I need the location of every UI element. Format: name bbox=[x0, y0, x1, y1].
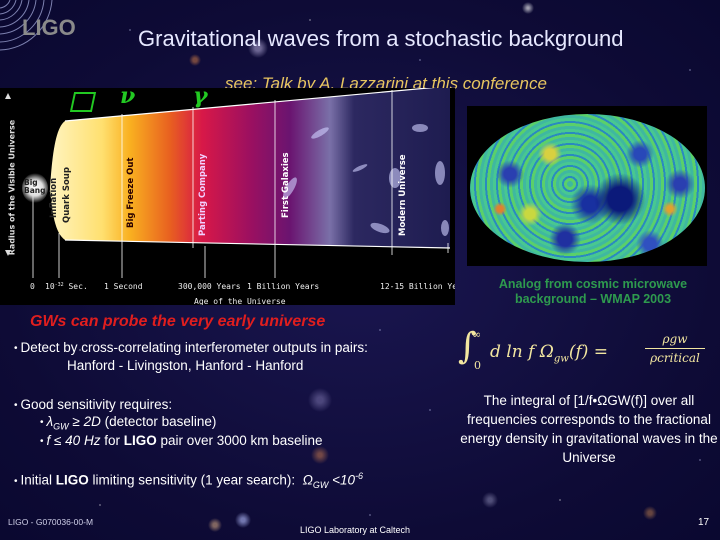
big-bang-glow bbox=[22, 173, 48, 203]
document-id: LIGO - G070036-00-M bbox=[8, 517, 94, 527]
tick-planck-exp: -32 bbox=[54, 282, 64, 288]
tick-one-second: 1 Second bbox=[104, 282, 143, 291]
horizontal-axis-label: Age of the Universe bbox=[194, 297, 286, 305]
ligo-logo: LIGO bbox=[0, 0, 90, 60]
energy-density-formula: ∫ ∞ 0 d ln f Ωgw(f) = ρgw ρcritical bbox=[458, 326, 705, 378]
tick-12-15-billion-years: 12-15 Billion Years bbox=[380, 282, 455, 291]
bullet-dot-icon: • bbox=[40, 436, 44, 447]
frequency-limit: f ≤ 40 Hz bbox=[46, 433, 101, 448]
tick-300000-years: 300,000 Years bbox=[178, 282, 241, 291]
arrow-down-icon bbox=[5, 250, 11, 256]
gw-subscript: GW bbox=[312, 480, 329, 491]
bullet-text: Detect by cross-correlating interferomet… bbox=[20, 340, 368, 355]
cmb-caption: Analog from cosmic microwave background … bbox=[478, 277, 708, 307]
logo-text: LIGO bbox=[22, 15, 76, 40]
cmb-sky-ellipse bbox=[470, 114, 705, 262]
institution-footer: LIGO Laboratory at Caltech bbox=[300, 525, 411, 535]
tick-planck-base: 10 bbox=[45, 282, 55, 291]
bullet-dot-icon: • bbox=[14, 400, 18, 411]
era-inflation: Inflation bbox=[49, 177, 59, 218]
ligo-name: LIGO bbox=[55, 472, 89, 488]
era-parting-company: Parting Company bbox=[198, 153, 208, 236]
big-bang-label: Big Bang bbox=[24, 179, 46, 195]
bullet-dot-icon: • bbox=[14, 343, 18, 354]
bullet-dot-icon: • bbox=[14, 475, 18, 487]
bullet-dot-icon: • bbox=[40, 417, 44, 428]
photon-symbol: γ bbox=[193, 88, 208, 109]
sensitivity-limit: <10 bbox=[328, 472, 356, 488]
big-bang-label-line2: Bang bbox=[24, 186, 46, 195]
integrand-main: d ln f Ω bbox=[490, 342, 554, 362]
subbullet-frequency: • f ≤ 40 Hz for LIGO pair over 3000 km ba… bbox=[40, 433, 323, 448]
ratio-numerator: ρgw bbox=[662, 332, 688, 346]
sensitivity-description: limiting sensitivity (1 year search): bbox=[88, 472, 296, 488]
ligo-name: LIGO bbox=[123, 433, 157, 448]
integral-lower-limit: 0 bbox=[474, 359, 481, 372]
bullet-sensitivity: • Good sensitivity requires: bbox=[14, 397, 172, 412]
density-ratio: ρgw ρcritical bbox=[645, 332, 705, 365]
integrand: d ln f Ωgw(f) = bbox=[490, 342, 608, 364]
arrow-up-icon bbox=[5, 93, 11, 99]
era-first-galaxies: First Galaxies bbox=[281, 152, 291, 218]
era-modern-universe: Modern Universe bbox=[398, 154, 408, 236]
integrand-subscript: gw bbox=[553, 353, 569, 365]
text-for: for bbox=[100, 433, 124, 448]
subbullet-wavelength: • λGW ≥ 2D (detector baseline) bbox=[40, 414, 216, 432]
integrand-tail: (f) = bbox=[568, 342, 609, 362]
universe-timeline-figure: Radius of the Visible Universe ν γ Big B… bbox=[0, 88, 455, 305]
sensitivity-exponent: -6 bbox=[355, 471, 364, 481]
cmb-caption-line1: Analog from cosmic microwave bbox=[498, 277, 688, 291]
bullet-initial-ligo-sensitivity: • Initial LIGO limiting sensitivity (1 ye… bbox=[14, 471, 363, 490]
ratio-denominator: ρcritical bbox=[650, 351, 700, 365]
neutrino-symbol: ν bbox=[120, 88, 136, 109]
baseline-description: pair over 3000 km baseline bbox=[156, 433, 323, 448]
graviton-symbol-box bbox=[69, 92, 97, 112]
tick-1-billion-years: 1 Billion Years bbox=[247, 282, 320, 291]
vertical-axis-label: Radius of the Visible Universe bbox=[7, 119, 17, 256]
big-bang-label-line1: Big bbox=[24, 178, 38, 187]
tick-planck: 10-32 Sec. bbox=[45, 282, 88, 291]
expansion-cone-graphic bbox=[32, 88, 451, 278]
bullet-cross-correlation: • Detect by cross-correlating interferome… bbox=[14, 340, 368, 355]
integral-upper-limit: ∞ bbox=[472, 328, 482, 341]
fraction-bar bbox=[645, 348, 705, 349]
wmap-cmb-map bbox=[467, 106, 707, 266]
bullet-detector-pairs: Hanford - Livingston, Hanford - Hanford bbox=[67, 358, 304, 373]
wave-arcs-icon bbox=[0, 0, 53, 51]
cmb-caption-line2: background – WMAP 2003 bbox=[514, 292, 672, 306]
era-big-freeze-out: Big Freeze Out bbox=[126, 157, 136, 228]
gw-subscript: GW bbox=[53, 421, 69, 432]
integral-sign: ∫ bbox=[458, 326, 477, 367]
era-quark-soup: Quark Soup bbox=[62, 167, 72, 223]
text-initial: Initial bbox=[20, 472, 56, 488]
lambda-symbol: λ bbox=[46, 414, 54, 429]
tick-planck-unit: Sec. bbox=[63, 282, 88, 291]
baseline-relation: ≥ 2D bbox=[68, 414, 101, 429]
formula-explanation: The integral of [1/f•ΩGW(f)] over all fr… bbox=[460, 393, 718, 465]
baseline-note: (detector baseline) bbox=[100, 414, 217, 429]
section-heading: GWs can probe the very early universe bbox=[30, 313, 326, 330]
slide-title: Gravitational waves from a stochastic ba… bbox=[138, 26, 624, 51]
page-number: 17 bbox=[698, 517, 710, 528]
bullet-text: Good sensitivity requires: bbox=[20, 397, 173, 412]
omega-symbol: Ω bbox=[302, 472, 313, 488]
tick-zero: 0 bbox=[30, 282, 35, 291]
